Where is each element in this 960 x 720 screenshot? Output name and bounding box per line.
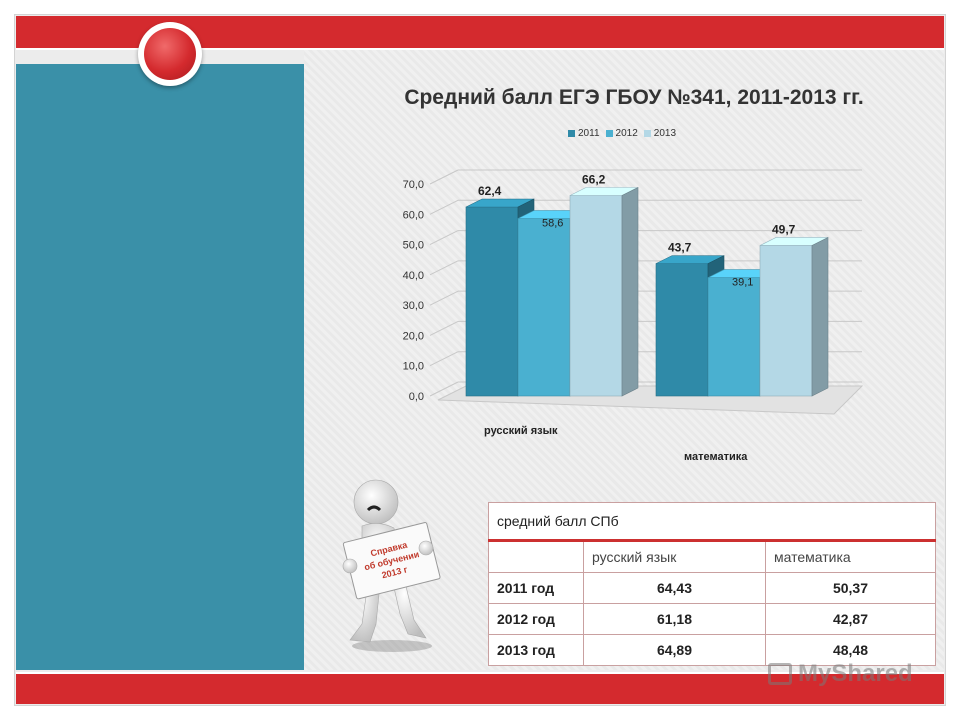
red-circle-ornament: [138, 22, 202, 86]
gridline-side: [429, 169, 459, 185]
table-cell-year: 2011 год: [488, 572, 584, 604]
table-cell-russian: 61,18: [583, 603, 766, 635]
y-tick-label: 10,0: [403, 361, 424, 373]
bar: [655, 263, 709, 397]
table-header-empty: [488, 539, 584, 573]
y-tick-label: 0,0: [409, 391, 424, 403]
bar: [707, 277, 761, 397]
legend-label-2011: 2011: [578, 128, 600, 139]
chart-title: Средний балл ЕГЭ ГБОУ №341, 2011-2013 гг…: [404, 86, 864, 109]
data-label: 66,2: [582, 173, 606, 187]
gridline-side: [429, 351, 459, 367]
table-header-russian: русский язык: [583, 539, 766, 573]
y-tick-label: 50,0: [403, 240, 424, 252]
legend-label-2013: 2013: [653, 128, 677, 139]
table-title: средний балл СПб: [488, 502, 936, 541]
table-row: 2013 год 64,89 48,48: [488, 634, 936, 666]
gridline-side: [429, 230, 459, 246]
legend-swatch-2012: [605, 130, 613, 137]
legend-swatch-2011: [568, 130, 575, 137]
data-label: 58,6: [542, 218, 563, 230]
bar: [569, 195, 623, 397]
table-cell-math: 50,37: [765, 572, 936, 604]
bar: [517, 218, 571, 397]
table-header-math: математика: [765, 539, 936, 573]
y-tick-label: 70,0: [403, 179, 424, 191]
presentation-icon: [768, 663, 792, 685]
left-teal-panel: [16, 64, 304, 670]
data-label: 62,4: [478, 184, 502, 198]
y-tick-label: 30,0: [403, 300, 424, 312]
data-label: 49,7: [772, 222, 796, 236]
watermark-text: MyShared: [798, 660, 913, 687]
legend-item-2012: 2012: [605, 128, 638, 139]
table-cell-year: 2012 год: [488, 603, 584, 635]
watermark: MyShared: [768, 660, 913, 688]
table-header-row: русский язык математика: [488, 539, 936, 573]
data-label: 39,1: [732, 277, 753, 289]
category-label: русский язык: [484, 425, 558, 437]
gridline-side: [429, 290, 459, 306]
legend-label-2012: 2012: [615, 128, 638, 139]
gridline-side: [429, 260, 459, 276]
table-cell-russian: 64,89: [583, 634, 766, 666]
table-cell-year: 2013 год: [488, 634, 584, 666]
y-tick-label: 60,0: [403, 209, 424, 221]
y-tick-label: 20,0: [403, 330, 424, 342]
category-label: математика: [684, 451, 748, 463]
gridline-side: [429, 320, 459, 336]
gridline-side: [429, 381, 459, 397]
table-cell-russian: 64,43: [583, 572, 766, 604]
table-row: 2012 год 61,18 42,87: [488, 603, 936, 635]
gridline-side: [429, 199, 459, 215]
spb-average-table: средний балл СПб русский язык математика…: [488, 502, 936, 666]
data-label: 43,7: [668, 241, 692, 255]
table-row: 2011 год 64,43 50,37: [488, 572, 936, 604]
bar: [465, 206, 519, 397]
legend-item-2013: 2013: [643, 128, 677, 139]
table-cell-math: 42,87: [765, 603, 936, 635]
bar-side: [621, 187, 639, 397]
legend-item-2011: 2011: [568, 128, 600, 139]
table-cell-math: 48,48: [765, 634, 936, 666]
bar: [759, 245, 813, 397]
table-title-row: средний балл СПб: [488, 502, 936, 541]
y-tick-label: 40,0: [403, 270, 424, 282]
chart-legend: 2011 2012 2013: [568, 128, 676, 139]
figure-holding-sign: Справка об обучении 2013 г: [342, 479, 441, 652]
bar-side: [811, 236, 829, 397]
legend-swatch-2013: [643, 130, 651, 137]
